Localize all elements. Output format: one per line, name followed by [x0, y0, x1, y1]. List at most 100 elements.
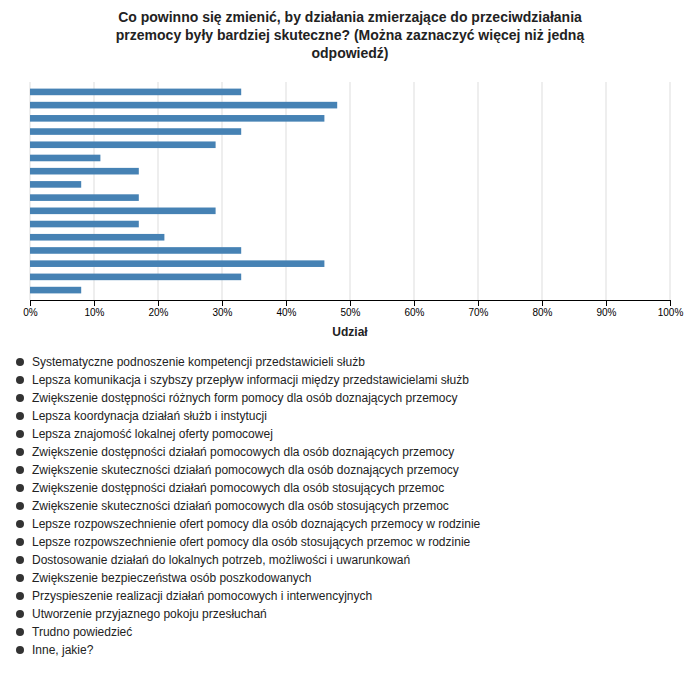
- annotation: Inne, jakie?: [32, 643, 94, 657]
- bar: [30, 168, 139, 175]
- annotation: Utworzenie przyjaznego pokoju przesłucha…: [32, 607, 267, 621]
- bullet: [16, 502, 24, 510]
- grid-line: [94, 82, 95, 300]
- bullet: [16, 646, 24, 654]
- annotation: Zwiększenie bezpieczeństwa osób poszkodo…: [32, 571, 312, 585]
- annotation-item: Zwiększenie bezpieczeństwa osób poszkodo…: [16, 571, 312, 585]
- bar: [30, 221, 139, 228]
- annotation-list: Systematyczne podnoszenie kompetencji pr…: [16, 355, 481, 657]
- bar: [30, 115, 324, 122]
- annotation-item: Zwiększenie dostępności działań pomocowy…: [16, 481, 444, 495]
- bars: [30, 89, 337, 294]
- tick: 10%: [84, 300, 104, 318]
- annotation-item: Inne, jakie?: [16, 643, 94, 657]
- bar: [30, 89, 241, 96]
- annotation: Lepsza koordynacja działań służb i insty…: [32, 409, 267, 423]
- tick-label: 0%: [23, 307, 38, 318]
- grid-line: [222, 82, 223, 300]
- tick-mark: [478, 300, 479, 306]
- bar: [30, 234, 164, 241]
- bullet: [16, 556, 24, 564]
- grid-line: [350, 82, 351, 300]
- bar: [30, 155, 100, 162]
- annotation: Dostosowanie działań do lokalnych potrze…: [32, 553, 410, 567]
- tick-mark: [94, 300, 95, 306]
- tick-mark: [542, 300, 543, 306]
- annotation: Lepsze rozpowszechnienie ofert pomocy dl…: [32, 535, 471, 549]
- bullet: [16, 466, 24, 474]
- annotation: Systematyczne podnoszenie kompetencji pr…: [32, 355, 365, 369]
- grid-line: [30, 82, 31, 300]
- annotation-item: Zwiększenie dostępności działań pomocowy…: [16, 445, 454, 459]
- annotation: Lepsza znajomość lokalnej oferty pomocow…: [32, 427, 273, 441]
- tick-mark: [30, 300, 31, 306]
- annotation-item: Przyspieszenie realizacji działań pomoco…: [16, 589, 372, 603]
- grid: [30, 82, 670, 300]
- annotation-item: Dostosowanie działań do lokalnych potrze…: [16, 553, 410, 567]
- chart: Co powinno się zmienić, by działania zmi…: [0, 0, 700, 678]
- tick: 60%: [404, 300, 424, 318]
- annotation-item: Lepsza znajomość lokalnej oferty pomocow…: [16, 427, 273, 441]
- tick-label: 40%: [276, 307, 296, 318]
- tick-mark: [158, 300, 159, 306]
- annotation: Zwiększenie dostępności różnych form pom…: [32, 391, 458, 405]
- grid-line: [542, 82, 543, 300]
- bar: [30, 194, 139, 201]
- grid-line: [670, 82, 671, 300]
- tick-mark: [350, 300, 351, 306]
- bar: [30, 247, 241, 254]
- annotation: Lepsze rozpowszechnienie ofert pomocy dl…: [32, 517, 481, 531]
- grid-line: [414, 82, 415, 300]
- tick-label: 10%: [84, 307, 104, 318]
- annotation: Przyspieszenie realizacji działań pomoco…: [32, 589, 372, 603]
- annotation-item: Zwiększenie skuteczności działań pomocow…: [16, 499, 449, 513]
- bullet: [16, 574, 24, 582]
- tick-mark: [414, 300, 415, 306]
- tick-label: 20%: [148, 307, 168, 318]
- tick: 70%: [468, 300, 488, 318]
- annotation-item: Lepsza koordynacja działań służb i insty…: [16, 409, 267, 423]
- bullet: [16, 448, 24, 456]
- bar: [30, 128, 241, 135]
- tick-label: 30%: [212, 307, 232, 318]
- bullet: [16, 610, 24, 618]
- bullet: [16, 430, 24, 438]
- grid-line: [286, 82, 287, 300]
- annotation-item: Lepsze rozpowszechnienie ofert pomocy dl…: [16, 535, 471, 549]
- axis-line: [31, 301, 671, 307]
- tick: 80%: [532, 300, 552, 318]
- tick-mark: [222, 300, 223, 306]
- annotation: Trudno powiedzieć: [32, 625, 132, 639]
- bar: [30, 260, 324, 267]
- bar: [30, 141, 216, 148]
- annotation-item: Utworzenie przyjaznego pokoju przesłucha…: [16, 607, 267, 621]
- tick: 30%: [212, 300, 232, 318]
- title: Co powinno się zmienić, by działania zmi…: [116, 9, 585, 61]
- tick-label: 70%: [468, 307, 488, 318]
- tick-mark: [670, 300, 671, 306]
- bar: [30, 287, 81, 294]
- grid-line: [606, 82, 607, 300]
- bullet: [16, 376, 24, 384]
- grid-line: [158, 82, 159, 300]
- bar: [30, 208, 216, 215]
- tick: 20%: [148, 300, 168, 318]
- bar: [30, 181, 81, 188]
- annotation: Zwiększenie skuteczności działań pomocow…: [32, 499, 449, 513]
- bullet: [16, 358, 24, 366]
- tick-label: 80%: [532, 307, 552, 318]
- bullet: [16, 394, 24, 402]
- annotation-item: Zwiększenie skuteczności działań pomocow…: [16, 463, 459, 477]
- tick-label: 60%: [404, 307, 424, 318]
- tick: 90%: [596, 300, 616, 318]
- annotation: Zwiększenie skuteczności działań pomocow…: [32, 463, 459, 477]
- tick-label: 90%: [596, 307, 616, 318]
- annotation: Zwiększenie dostępności działań pomocowy…: [32, 445, 454, 459]
- annotation-item: Zwiększenie dostępności różnych form pom…: [16, 391, 458, 405]
- x-label: Udział: [332, 325, 368, 339]
- annotation-item: Trudno powiedzieć: [16, 625, 132, 639]
- bullet: [16, 484, 24, 492]
- grid-line: [478, 82, 479, 300]
- bar: [30, 102, 337, 109]
- annotation-item: Lepsza komunikacja i szybszy przepływ in…: [16, 373, 469, 387]
